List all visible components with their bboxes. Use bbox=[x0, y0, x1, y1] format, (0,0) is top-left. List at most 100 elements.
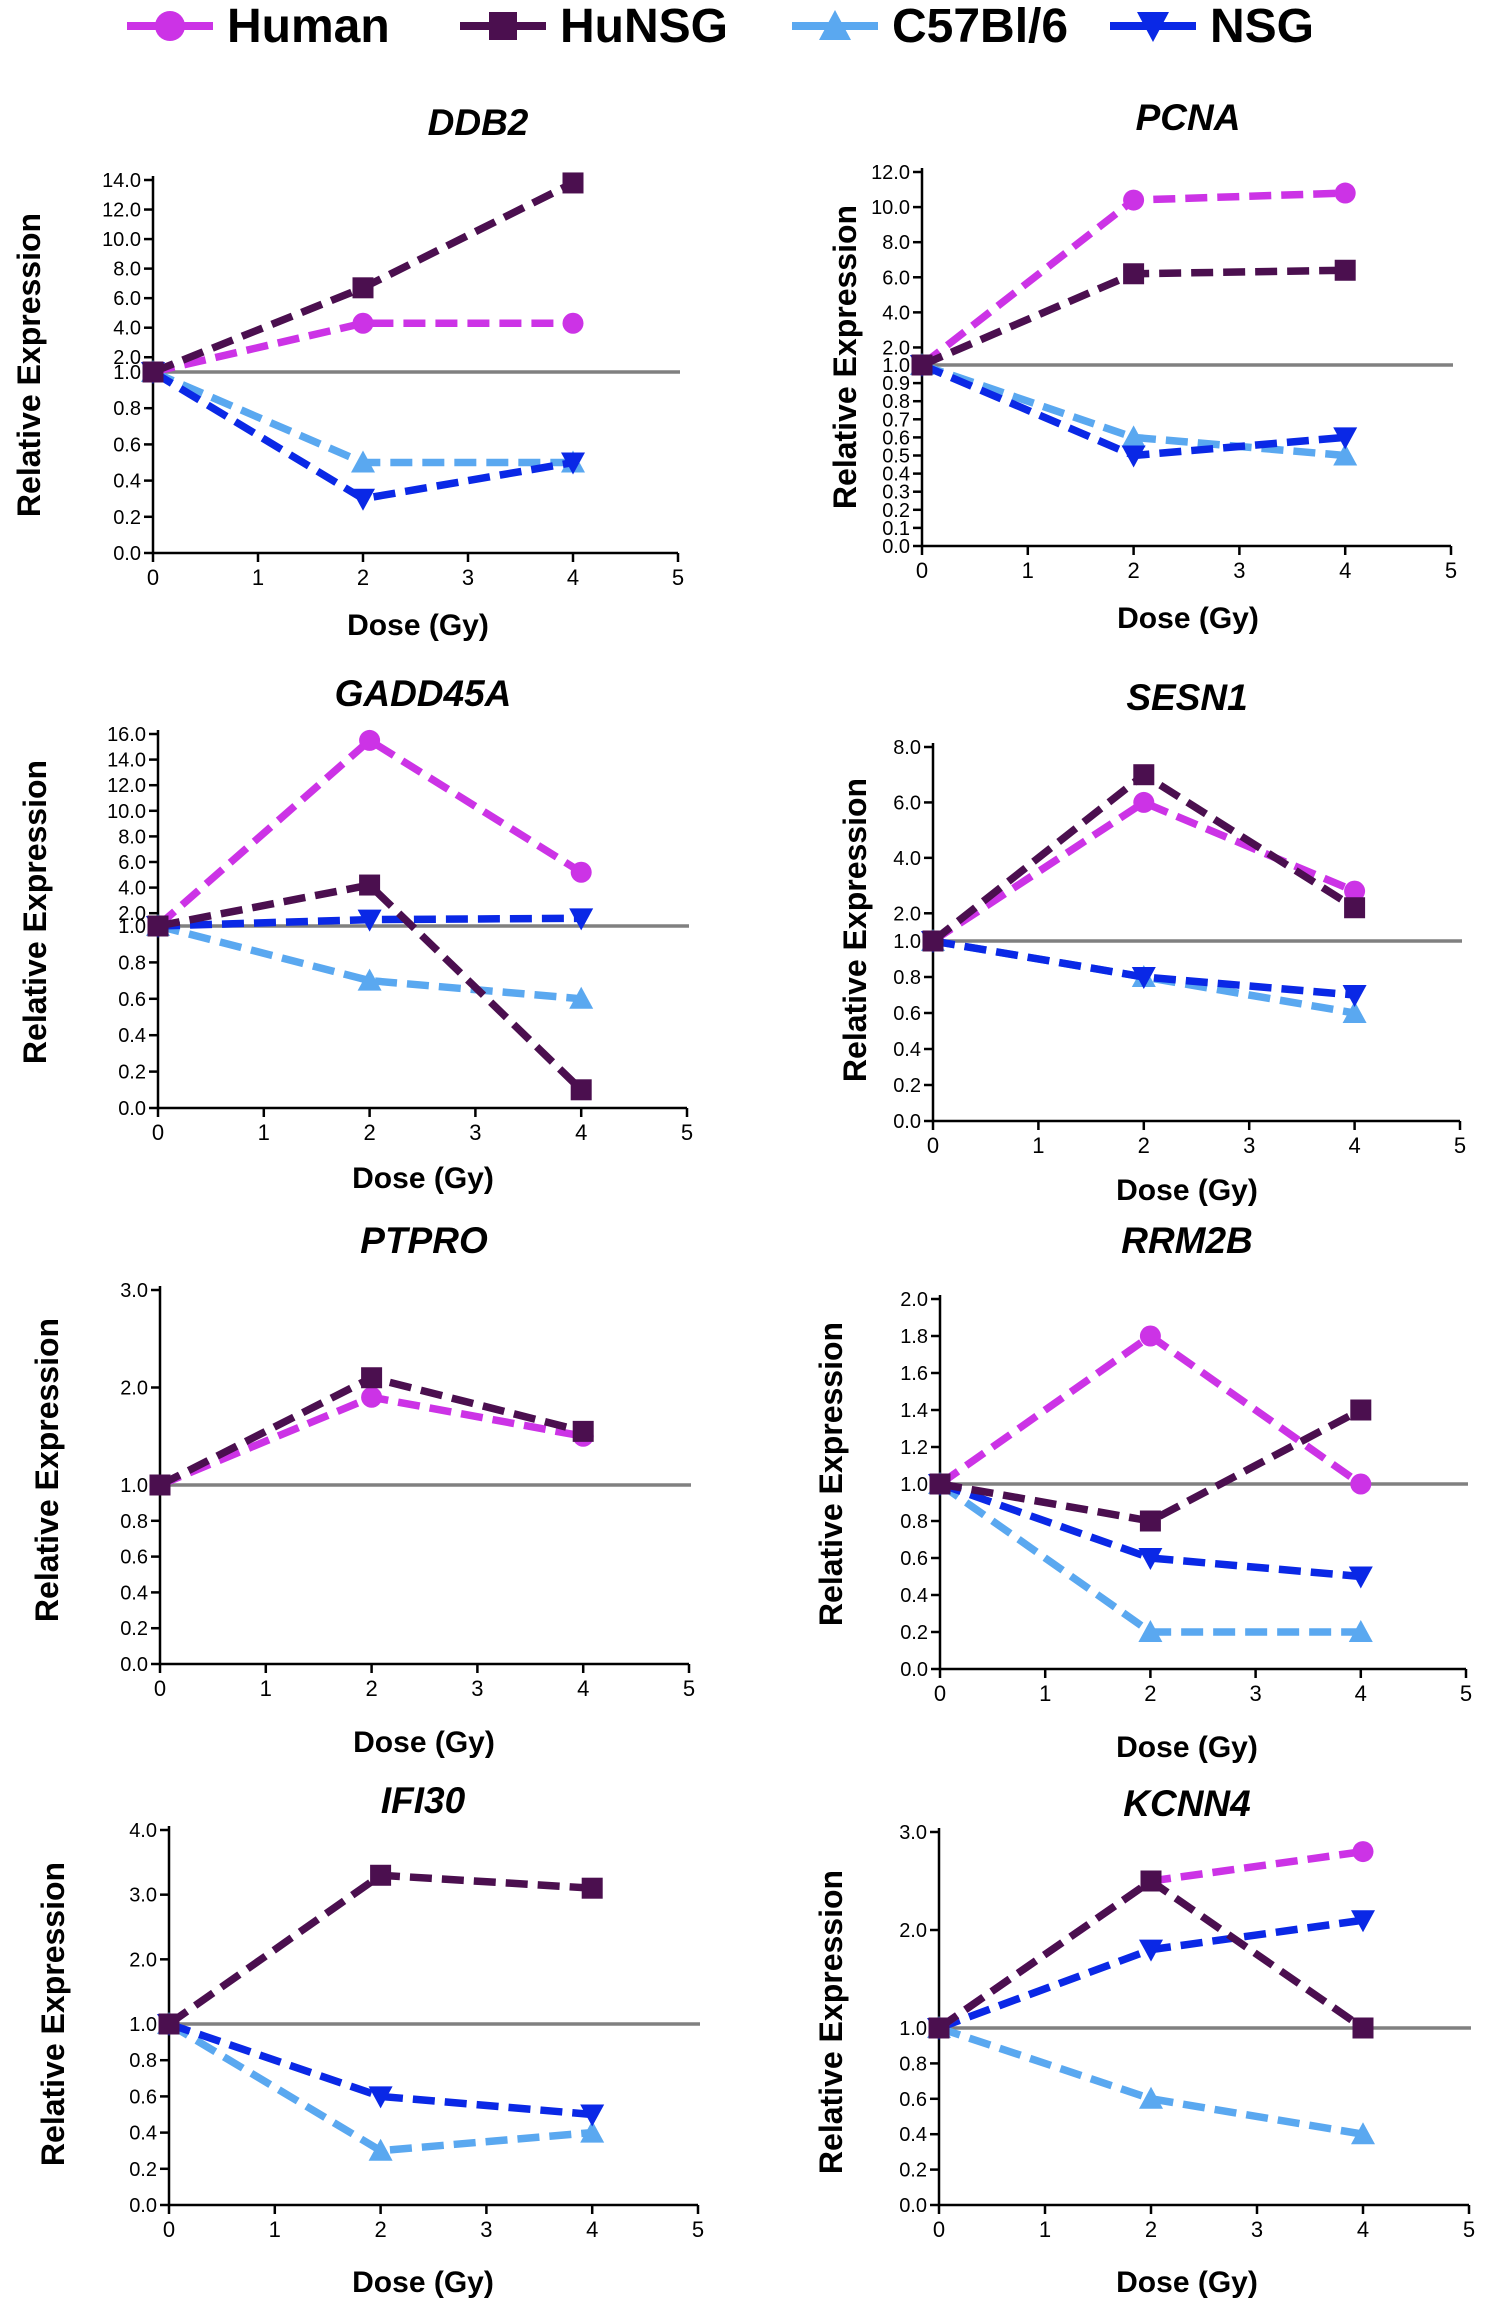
data-point bbox=[158, 2013, 180, 2035]
x-tick-label: 4 bbox=[1357, 2217, 1369, 2242]
y-axis-label: Relative Expression bbox=[17, 760, 53, 1064]
series-c57bl-6 bbox=[157, 2012, 605, 2161]
y-tick-label: 0.4 bbox=[129, 2123, 157, 2145]
y-tick-label: 4.0 bbox=[882, 302, 910, 324]
x-tick-label: 2 bbox=[1138, 1133, 1150, 1158]
x-tick-label: 3 bbox=[480, 2217, 492, 2242]
series-hunsg bbox=[142, 172, 584, 383]
y-axis-label: Relative Expression bbox=[29, 1318, 65, 1622]
y-tick-label: 0.2 bbox=[120, 1618, 148, 1640]
chart-gadd45a: 0 1 2 3 4 5 0.0 0.2 0.4 0.6 0.8 1.02.0 4.0 6.0 8.0 10.0… bbox=[17, 673, 693, 1195]
series-line-human bbox=[158, 1393, 584, 1489]
data-point bbox=[1334, 182, 1356, 204]
y-tick-label: 2.0 bbox=[120, 1378, 148, 1400]
y-tick-label: 2.0 bbox=[882, 337, 910, 359]
y-tick-label: 0.5 bbox=[882, 446, 910, 468]
data-point bbox=[1140, 1870, 1162, 1892]
y-tick-label: 0.8 bbox=[120, 1511, 148, 1533]
series-hunsg bbox=[147, 874, 592, 1101]
y-tick-label: 0.2 bbox=[882, 500, 910, 522]
x-tick-label: 4 bbox=[575, 1120, 587, 1145]
y-axis-label: Relative Expression bbox=[35, 1862, 71, 2166]
series-nsg bbox=[146, 908, 594, 938]
y-tick-label: 0.0 bbox=[893, 1111, 921, 1133]
data-point bbox=[1139, 1325, 1161, 1347]
data-point bbox=[1348, 1566, 1373, 1589]
legend-marker-nsg bbox=[1110, 12, 1196, 42]
y-tick-label: 0.4 bbox=[900, 1585, 928, 1607]
data-point bbox=[370, 1864, 392, 1886]
y-tick-label: 0.8 bbox=[893, 967, 921, 989]
data-point bbox=[351, 450, 375, 473]
y-tick-label: 0.8 bbox=[129, 2050, 157, 2072]
y-tick-label: 8.0 bbox=[882, 232, 910, 254]
chart-rrm2b: 0 1 2 3 4 5 0.0 0.2 0.4 0.6 0.8 1.0 1.2 1.4 1.6 1.8 2.0 R… bbox=[813, 1220, 1472, 1764]
data-point bbox=[572, 1420, 594, 1442]
x-axis-label: Dose (Gy) bbox=[352, 1162, 494, 1195]
y-tick-label: 0.6 bbox=[118, 989, 146, 1011]
y-tick-label: 2.0 bbox=[129, 1949, 157, 1971]
series-nsg bbox=[927, 1910, 1375, 2040]
data-point bbox=[1123, 189, 1145, 211]
data-point bbox=[361, 1386, 383, 1408]
x-tick-label: 1 bbox=[1032, 1133, 1044, 1158]
y-tick-label: 0.8 bbox=[118, 952, 146, 974]
x-tick-label: 5 bbox=[681, 1120, 693, 1145]
data-point bbox=[1139, 2086, 1163, 2109]
series-line-c57bl-6 bbox=[167, 2020, 593, 2155]
data-point bbox=[570, 1079, 592, 1101]
y-tick-label: 0.4 bbox=[120, 1582, 148, 1604]
x-tick-label: 2 bbox=[363, 1120, 375, 1145]
chart-ifi30: 0 1 2 3 4 5 0.0 0.2 0.4 0.6 0.8 1.0 2.0 3.0 4.0 IFI30 Do… bbox=[35, 1780, 704, 2299]
y-tick-label: 0.4 bbox=[118, 1025, 146, 1047]
y-tick-label: 3.0 bbox=[129, 1885, 157, 1907]
data-point bbox=[1133, 791, 1155, 813]
data-point bbox=[1333, 443, 1358, 466]
y-tick-label: 0.2 bbox=[113, 507, 141, 529]
y-tick-label: 0.9 bbox=[882, 373, 910, 395]
series-hunsg bbox=[911, 259, 1356, 376]
data-point bbox=[1139, 1939, 1163, 1962]
x-tick-label: 2 bbox=[357, 565, 369, 590]
data-point bbox=[359, 874, 381, 896]
series-human bbox=[149, 1386, 594, 1496]
series-line-nsg bbox=[937, 1916, 1364, 2032]
y-tick-label: 0.6 bbox=[113, 434, 141, 456]
data-point bbox=[1352, 2017, 1374, 2039]
x-tick-label: 2 bbox=[365, 1676, 377, 1701]
data-point bbox=[357, 909, 382, 932]
y-tick-label: 1.8 bbox=[900, 1326, 928, 1348]
y-tick-label: 1.0 bbox=[118, 916, 146, 938]
legend-marker-hunsg bbox=[460, 12, 546, 40]
x-tick-label: 4 bbox=[1348, 1133, 1360, 1158]
y-tick-label: 0.6 bbox=[120, 1547, 148, 1569]
x-tick-label: 0 bbox=[933, 2217, 945, 2242]
x-axis-label: Dose (Gy) bbox=[1116, 1731, 1258, 1764]
series-line-nsg bbox=[938, 1480, 1362, 1581]
legend-marker-human bbox=[127, 11, 213, 41]
y-tick-label: 6.0 bbox=[118, 852, 146, 874]
data-point bbox=[1351, 1910, 1375, 1933]
y-tick-label: 2.0 bbox=[900, 1289, 928, 1311]
x-tick-label: 3 bbox=[1251, 2217, 1263, 2242]
y-tick-label: 0.0 bbox=[900, 1659, 928, 1681]
y-tick-label: 4.0 bbox=[113, 318, 141, 340]
series-nsg bbox=[157, 2014, 605, 2127]
data-point bbox=[569, 908, 594, 931]
data-point bbox=[1350, 1473, 1372, 1495]
x-axis-label: Dose (Gy) bbox=[353, 1726, 495, 1759]
series-nsg bbox=[141, 362, 585, 511]
data-point bbox=[1350, 1399, 1372, 1421]
data-point bbox=[357, 968, 382, 991]
y-tick-label: 4.0 bbox=[129, 1820, 157, 1842]
x-tick-label: 4 bbox=[586, 2217, 598, 2242]
y-axis-label: Relative Expression bbox=[837, 778, 873, 1082]
x-tick-label: 0 bbox=[916, 558, 928, 583]
legend-item-hunsg: HuNSG bbox=[458, 0, 728, 53]
x-tick-label: 3 bbox=[462, 565, 474, 590]
series-line-c57bl-6 bbox=[157, 922, 582, 1003]
y-tick-label: 1.0 bbox=[120, 1475, 148, 1497]
y-tick-label: 10.0 bbox=[871, 197, 910, 219]
y-tick-label: 4.0 bbox=[118, 878, 146, 900]
data-point bbox=[1342, 1001, 1367, 1023]
